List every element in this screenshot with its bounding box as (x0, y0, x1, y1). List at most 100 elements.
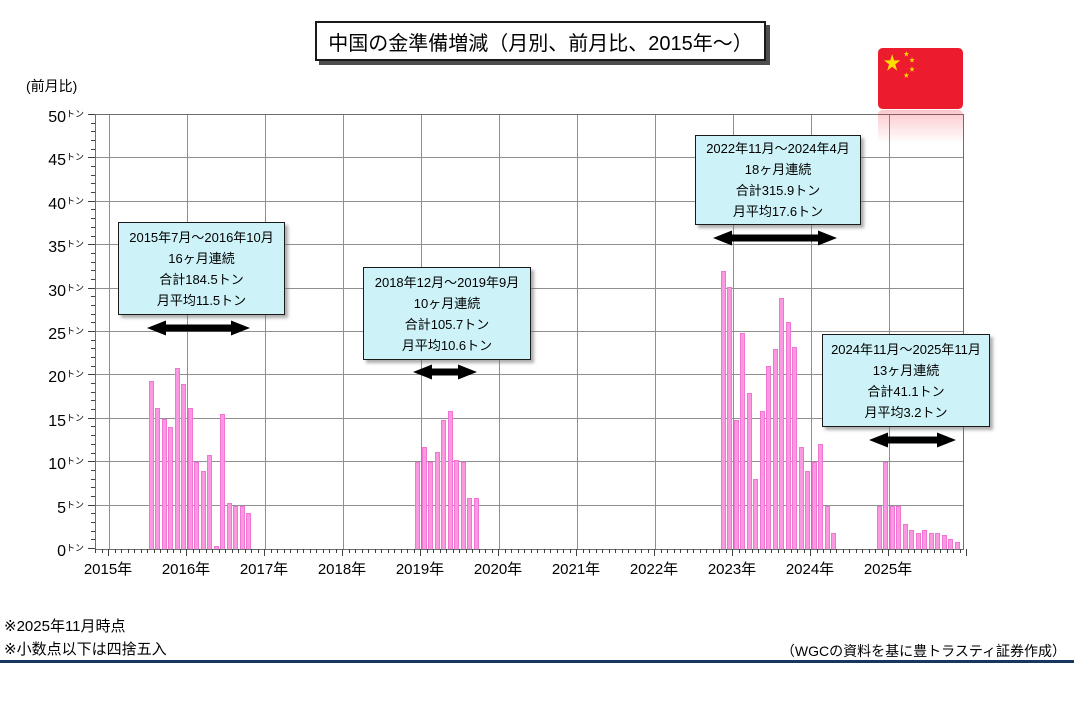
x-axis-tick-mark (212, 549, 213, 553)
x-axis-tick-mark (654, 549, 655, 556)
x-axis-tick-mark (446, 549, 447, 553)
x-axis-tick-mark (589, 549, 590, 553)
gridline-horizontal (96, 244, 963, 246)
x-axis-tick-mark (264, 549, 265, 556)
annotation-period: 2018年12月～2019年9月 (374, 274, 520, 290)
x-axis-tick-mark (368, 549, 369, 553)
x-axis-tick-mark (823, 549, 824, 553)
y-axis-tick-mark (91, 400, 95, 402)
x-axis-tick-mark (153, 549, 155, 553)
annotation-average: 月平均3.2トン (864, 404, 948, 420)
x-axis-tick-mark (712, 549, 714, 553)
x-axis-tick-mark (166, 549, 168, 553)
gridline-vertical (343, 115, 344, 549)
bar-2025-08 (935, 532, 941, 549)
gridline-vertical (655, 115, 656, 549)
bar-2015-08 (155, 408, 161, 549)
x-axis-tick-mark (400, 549, 402, 553)
gridline-horizontal (96, 374, 963, 376)
y-tick-unit: トン (65, 239, 84, 250)
y-axis-tick-mark (91, 192, 95, 194)
x-axis-tick-mark (186, 549, 187, 556)
x-axis-tick-mark (810, 549, 811, 556)
x-axis-tick-mark (719, 549, 720, 553)
x-axis-tick-mark (946, 549, 948, 553)
y-tick-unit: トン (65, 326, 84, 336)
x-axis-tick-mark (907, 549, 909, 553)
bar-2024-02 (818, 443, 824, 549)
y-axis-tick-mark (91, 357, 95, 359)
x-axis-tick-mark (465, 549, 467, 553)
gridline-vertical (889, 115, 890, 549)
x-axis-tick-mark (751, 549, 753, 553)
bar-2023-04 (753, 478, 759, 549)
y-axis-tick-label: 0トン (22, 538, 84, 562)
x-axis-tick-mark (374, 549, 376, 553)
x-axis-tick-mark (147, 549, 148, 553)
x-axis-tick-mark (550, 549, 551, 553)
x-axis-tick-mark (784, 549, 785, 553)
x-axis-tick-mark (218, 549, 220, 553)
x-axis-tick-mark (420, 549, 421, 556)
y-axis-tick-mark (91, 443, 95, 445)
x-axis-tick-mark (803, 549, 805, 553)
y-axis-tick-label: 45トン (22, 147, 84, 171)
x-axis-tick-mark (160, 549, 161, 553)
y-axis-tick-mark (91, 183, 95, 185)
x-axis-tick-mark (881, 549, 883, 553)
y-axis-tick-mark (88, 287, 95, 289)
y-axis-tick-mark (91, 278, 95, 280)
bar-2023-01 (733, 419, 739, 549)
y-tick-value: 5 (57, 499, 66, 517)
x-axis-tick-mark (862, 549, 863, 553)
annotation-average: 月平均17.6トン (732, 204, 824, 219)
y-axis-tick-mark (91, 513, 95, 515)
x-axis-year-label: 2022年 (629, 561, 679, 578)
annotation-average: 月平均10.6トン (401, 337, 493, 353)
x-axis-tick-mark (257, 549, 259, 553)
bar-2015-12 (181, 384, 187, 549)
bar-2019-07 (460, 462, 466, 549)
y-tick-unit: トン (65, 282, 84, 293)
x-axis-tick-mark (452, 549, 454, 553)
bar-2016-03 (200, 470, 206, 549)
x-axis-tick-mark (680, 549, 681, 553)
gridline-horizontal (96, 461, 963, 463)
x-axis-tick-mark (582, 549, 584, 553)
y-tick-value: 45 (48, 152, 66, 170)
x-axis-tick-mark (777, 549, 779, 553)
x-axis-tick-mark (225, 549, 226, 553)
x-axis-tick-mark (602, 549, 603, 553)
x-axis-tick-mark (647, 549, 649, 553)
y-tick-unit: トン (65, 543, 84, 553)
x-axis-tick-mark (309, 549, 311, 553)
x-axis-tick-mark (836, 549, 837, 553)
annotation-total: 合計105.7トン (404, 316, 490, 332)
x-axis-tick-mark (569, 549, 571, 553)
y-axis-tick-label: 50トン (22, 104, 84, 128)
bar-2019-09 (473, 497, 479, 549)
y-tick-value: 10 (48, 456, 66, 474)
y-axis-tick-label: 10トン (22, 451, 84, 475)
y-axis-tick-mark (91, 391, 95, 393)
x-axis-tick-mark (127, 549, 129, 553)
x-axis-tick-mark (108, 549, 109, 556)
y-axis-tick-mark (91, 122, 95, 124)
y-tick-value: 40 (48, 195, 66, 213)
x-axis-tick-mark (524, 549, 525, 553)
x-axis-year-label: 2024年 (785, 561, 835, 578)
annotation-total: 合計315.9トン (735, 183, 821, 198)
y-axis-tick-mark (88, 504, 95, 506)
x-axis-tick-mark (251, 549, 252, 553)
y-axis-tick-mark (91, 209, 95, 211)
footnote-as-of-date: ※2025年11月時点 (4, 618, 126, 635)
bar-2022-11 (720, 271, 726, 549)
annotation-total: 合計41.1トン (867, 383, 945, 399)
bar-2025-03 (902, 523, 908, 549)
y-axis-tick-mark (88, 417, 95, 419)
x-axis-tick-mark (361, 549, 363, 553)
bar-2016-06 (220, 413, 226, 549)
footer-divider-rule (0, 660, 1074, 663)
x-axis-tick-mark (322, 549, 324, 553)
y-tick-unit: トン (65, 456, 84, 467)
